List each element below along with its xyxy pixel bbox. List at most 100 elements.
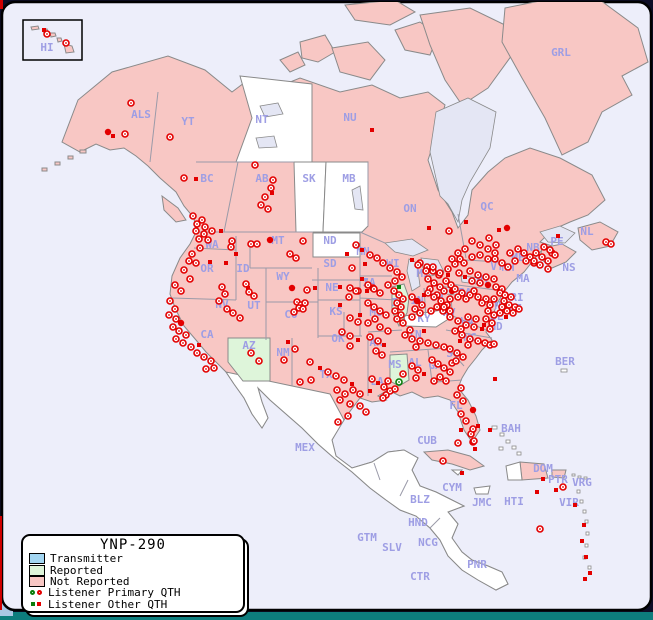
listener-primary-qth-marker	[408, 313, 416, 321]
listener-other-qth-marker	[573, 503, 577, 507]
listener-primary-qth-marker	[509, 309, 517, 317]
listener-primary-qth-marker	[264, 205, 272, 213]
listener-primary-qth-marker	[393, 268, 401, 276]
hawaii-inset-box	[22, 19, 83, 61]
listener-other-qth-marker	[583, 577, 587, 581]
listener-primary-qth-marker	[418, 301, 426, 309]
listener-primary-qth-marker	[428, 356, 436, 364]
region-label-nu: NU	[343, 111, 357, 124]
listener-primary-qth-marker	[457, 384, 465, 392]
island-specks	[491, 368, 592, 570]
legend-item-transmitter: Transmitter	[29, 552, 237, 565]
region-label-ns: NS	[562, 261, 575, 274]
listener-primary-qth-marker	[464, 313, 472, 321]
listener-primary-qth-marker	[166, 297, 174, 305]
listener-primary-qth-marker	[536, 261, 544, 269]
great-bear-lake	[259, 102, 284, 118]
legend-swatch-squares	[29, 602, 43, 607]
listener-other-qth-marker	[422, 372, 426, 376]
listener-primary-qth-marker	[490, 311, 498, 319]
listener-primary-qth-marker	[166, 133, 174, 141]
listener-primary-qth-marker	[391, 307, 399, 315]
bermuda-island	[560, 368, 568, 373]
listener-primary-qth-marker	[440, 287, 448, 295]
listener-other-qth-marker	[397, 285, 401, 289]
listener-primary-qth-marker	[221, 290, 229, 298]
greenland	[501, 2, 649, 156]
listener-primary-qth-marker	[379, 394, 387, 402]
region-label-jmc: JMC	[472, 496, 492, 509]
region-haiti	[505, 461, 523, 481]
listener-primary-qth-marker	[368, 375, 376, 383]
listener-primary-qth-marker	[462, 295, 470, 303]
listener-primary-qth-marker	[370, 285, 378, 293]
region-label-ca: CA	[200, 328, 214, 341]
listener-primary-qth-marker	[324, 368, 332, 376]
listener-other-qth-marker	[488, 428, 492, 432]
listener-primary-qth-marker	[242, 280, 250, 288]
listener-primary-qth-marker	[127, 99, 135, 107]
listener-primary-qth-marker	[503, 224, 511, 232]
listener-primary-qth-marker	[433, 303, 441, 311]
listener-primary-qth-marker	[436, 283, 444, 291]
listener-other-qth-marker	[194, 177, 198, 181]
legend-rows: Transmitter Reported Not Reported Listener …	[29, 552, 237, 611]
listener-other-qth-marker	[497, 228, 501, 232]
listener-primary-qth-marker	[440, 343, 448, 351]
listener-primary-qth-marker	[346, 342, 354, 350]
listener-primary-qth-marker	[488, 319, 496, 327]
listener-primary-qth-marker	[490, 275, 498, 283]
listener-primary-qth-marker	[348, 264, 356, 272]
listener-primary-qth-marker	[366, 251, 374, 259]
region-label-gtm: GTM	[357, 531, 377, 544]
listener-primary-qth-marker	[457, 410, 465, 418]
red-circle-glyph	[37, 590, 42, 596]
listener-primary-qth-marker	[440, 364, 448, 372]
listener-other-qth-marker	[365, 289, 369, 293]
listener-primary-qth-marker	[266, 236, 274, 244]
listener-primary-qth-marker	[193, 220, 201, 228]
listener-primary-qth-marker	[505, 301, 513, 309]
listener-primary-qth-marker	[352, 241, 360, 249]
legend-swatch-transmitter	[29, 553, 45, 565]
listener-primary-qth-marker	[349, 386, 357, 394]
listener-primary-qth-marker	[474, 293, 482, 301]
listener-primary-qth-marker	[478, 299, 486, 307]
listener-primary-qth-marker	[182, 331, 190, 339]
listener-primary-qth-marker	[245, 288, 253, 296]
listener-primary-qth-marker	[364, 319, 372, 327]
listener-primary-qth-marker	[484, 281, 492, 289]
listener-primary-qth-marker	[397, 303, 405, 311]
listener-primary-qth-marker	[372, 347, 380, 355]
listener-other-qth-marker	[360, 248, 364, 252]
listener-primary-qth-marker	[482, 315, 490, 323]
region-label-mex: MEX	[295, 441, 315, 454]
listener-primary-qth-marker	[416, 309, 424, 317]
listener-primary-qth-marker	[501, 291, 509, 299]
listener-primary-qth-marker	[384, 377, 392, 385]
listener-primary-qth-marker	[442, 377, 450, 385]
listener-primary-qth-marker	[468, 277, 476, 285]
listener-other-qth-marker	[224, 261, 228, 265]
region-label-blz: BLZ	[410, 493, 430, 506]
listener-primary-qth-marker	[218, 283, 226, 291]
listener-primary-qth-marker	[439, 457, 447, 465]
listener-other-qth-marker	[270, 191, 274, 195]
listener-other-qth-marker	[338, 285, 342, 289]
listener-other-qth-marker	[318, 366, 322, 370]
listener-primary-qth-marker	[448, 255, 456, 263]
listener-primary-qth-marker	[484, 245, 492, 253]
listener-other-qth-marker	[476, 424, 480, 428]
region-label-ctr: CTR	[410, 570, 430, 583]
unshaded-regions	[224, 75, 523, 591]
listener-primary-qth-marker	[356, 390, 364, 398]
listener-primary-qth-marker	[196, 244, 204, 252]
listener-primary-qth-marker	[257, 201, 265, 209]
listener-primary-qth-marker	[346, 400, 354, 408]
listener-primary-qth-marker	[486, 325, 494, 333]
great-slave-lake	[255, 135, 278, 149]
listener-primary-qth-marker	[446, 307, 454, 315]
listener-primary-qth-marker	[299, 237, 307, 245]
listener-primary-qth-marker	[459, 353, 467, 361]
red-square-glyph	[37, 602, 41, 607]
